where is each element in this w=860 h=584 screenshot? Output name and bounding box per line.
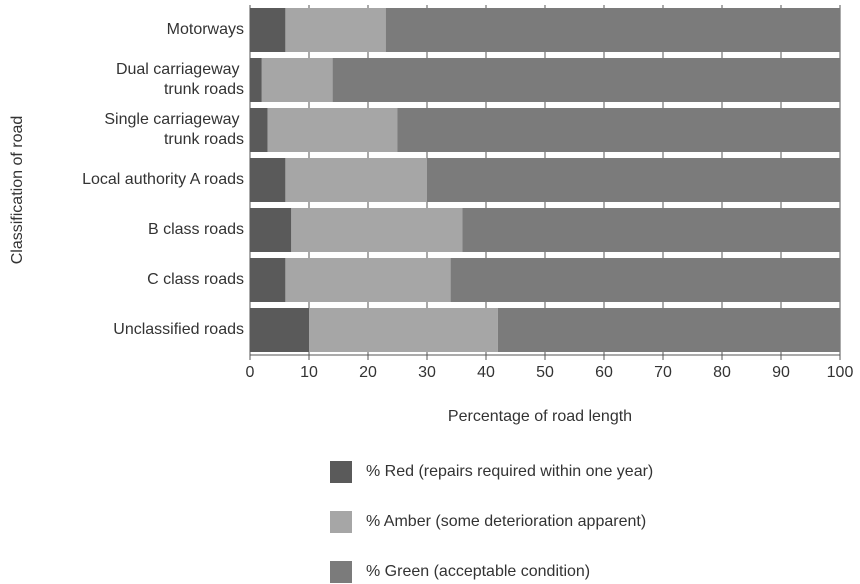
y-tick-label: Unclassified roads [113,321,244,338]
bar-segment [250,208,292,252]
x-tick-label: 20 [359,364,377,381]
bar-segment [285,258,451,302]
legend-label: % Red (repairs required within one year) [366,463,653,480]
label-line: Single carriageway [104,111,244,128]
y-tick-label: C class roads [147,271,244,288]
label-line: trunk roads [164,81,244,98]
bar-segment [385,8,840,52]
bar-segment [285,158,427,202]
bar-segment [250,8,286,52]
x-tick-label: 70 [654,364,672,381]
bar-segment [267,108,398,152]
legend-swatch [330,561,352,583]
legend-swatch [330,461,352,483]
legend-swatch [330,511,352,533]
label-line: trunk roads [164,131,244,148]
y-tick-label: Dual carriageway trunk roads [116,61,244,98]
bar-segment [462,208,840,252]
label-line: Dual carriageway [116,61,244,78]
bar-segment [397,108,840,152]
y-tick-label: B class roads [148,221,244,238]
x-axis-label: Percentage of road length [448,408,632,425]
bar-segment [250,108,268,152]
x-tick-label: 40 [477,364,495,381]
bar-segment [250,158,286,202]
x-tick-label: 100 [827,364,854,381]
x-tick-label: 80 [713,364,731,381]
x-tick-label: 60 [595,364,613,381]
bar-segment [250,258,286,302]
bar-segment [291,208,463,252]
bar-segment [285,8,386,52]
bar-segment [427,158,840,202]
bar-segment [250,58,262,102]
y-axis-label: Classification of road [9,116,26,265]
bar-segment [450,258,840,302]
bar-segment [309,308,498,352]
y-tick-label: Local authority A roads [82,171,244,188]
y-tick-label: Motorways [167,21,244,38]
bar-segment [250,308,309,352]
x-tick-label: 90 [772,364,790,381]
bar-segment [261,58,333,102]
x-tick-label: 10 [300,364,318,381]
y-tick-label: Single carriageway trunk roads [104,111,244,148]
bar-segment [497,308,840,352]
legend-label: % Amber (some deterioration apparent) [366,513,646,530]
legend-label: % Green (acceptable condition) [366,563,590,580]
x-tick-label: 30 [418,364,436,381]
bar-segment [332,58,840,102]
x-tick-label: 50 [536,364,554,381]
x-tick-label: 0 [246,364,255,381]
